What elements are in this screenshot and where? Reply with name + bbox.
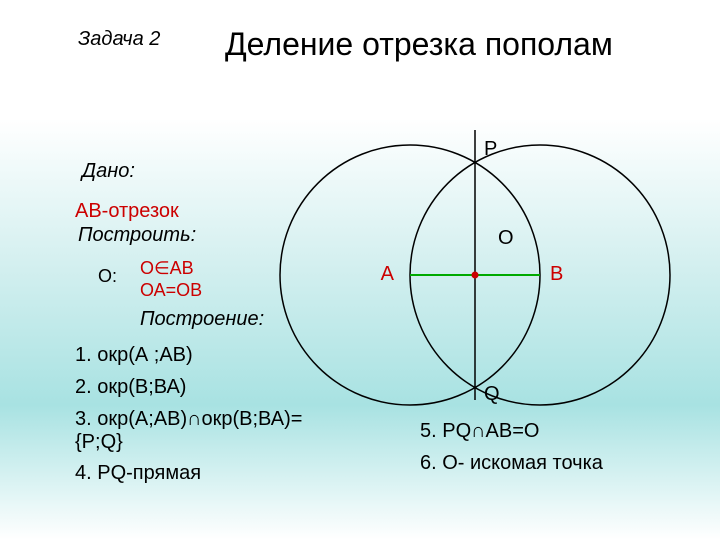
label-a: A bbox=[381, 263, 395, 285]
step-6: 6. О- искомая точка bbox=[420, 452, 603, 475]
point-o bbox=[472, 272, 479, 279]
label-b: B bbox=[550, 263, 563, 285]
label-p: P bbox=[484, 138, 497, 160]
condition-1: О∈АВ bbox=[140, 258, 194, 279]
step-3: 3. окр(А;АВ)∩окр(В;ВА)= {P;Q} bbox=[75, 408, 335, 454]
geometry-diagram: P Q A B О bbox=[300, 100, 710, 410]
step-4: 4. PQ-прямая bbox=[75, 462, 201, 485]
given-label: Дано: bbox=[82, 160, 135, 183]
page-title: Деление отрезка пополам bbox=[225, 26, 613, 63]
ab-segment-text: АВ-отрезок bbox=[75, 200, 179, 223]
label-o: О bbox=[498, 227, 514, 249]
step-2: 2. окр(В;ВА) bbox=[75, 376, 186, 399]
diagram-svg: P Q A B О bbox=[300, 100, 710, 410]
step-1: 1. окр(А ;АВ) bbox=[75, 344, 193, 367]
step-5: 5. PQ∩АВ=О bbox=[420, 420, 539, 443]
o-point-label: О: bbox=[98, 266, 117, 287]
task-label: Задача 2 bbox=[78, 28, 160, 51]
label-q: Q bbox=[484, 383, 500, 405]
condition-2: ОА=ОВ bbox=[140, 280, 202, 301]
slide-content: Задача 2 Деление отрезка пополам Дано: А… bbox=[0, 0, 720, 540]
build-label: Построить: bbox=[78, 224, 196, 247]
construction-label: Построение: bbox=[140, 308, 264, 331]
